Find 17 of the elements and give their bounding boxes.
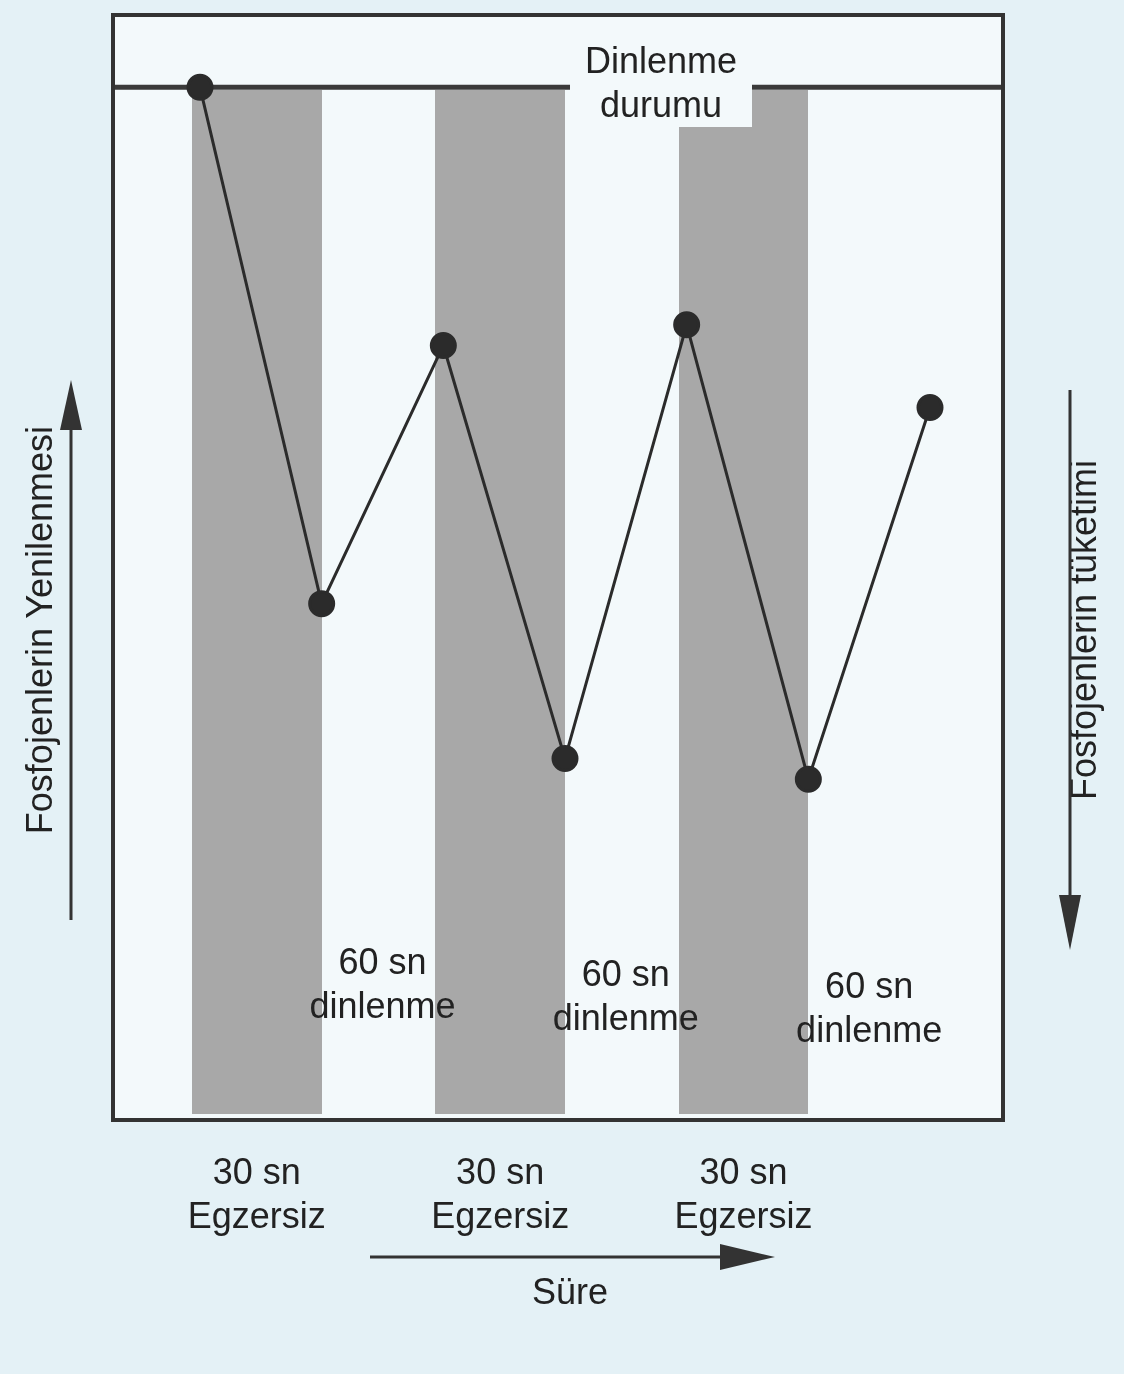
point	[673, 311, 701, 339]
annotation: 60 sn dinlenme	[795, 964, 944, 1052]
y-axis-title: Fosfojenlerin Yenilenmesi	[18, 424, 61, 836]
text: 30 sn Egzersiz	[186, 1150, 327, 1238]
point	[916, 393, 944, 421]
annotation: 60 sn dinlenme	[308, 940, 457, 1028]
y2-axis-title: Fosfojenlerin tüketimi	[1062, 458, 1105, 802]
x-axis-title: Süre	[530, 1270, 609, 1314]
point	[308, 590, 336, 618]
point	[429, 331, 457, 359]
ref-line-label: Dinlenme durumu	[570, 39, 752, 128]
point	[186, 73, 214, 101]
text: 30 sn Egzersiz	[673, 1150, 814, 1238]
text: 30 sn Egzersiz	[430, 1150, 571, 1238]
point	[551, 745, 579, 773]
point	[794, 765, 822, 793]
annotation: 60 sn dinlenme	[551, 952, 700, 1040]
